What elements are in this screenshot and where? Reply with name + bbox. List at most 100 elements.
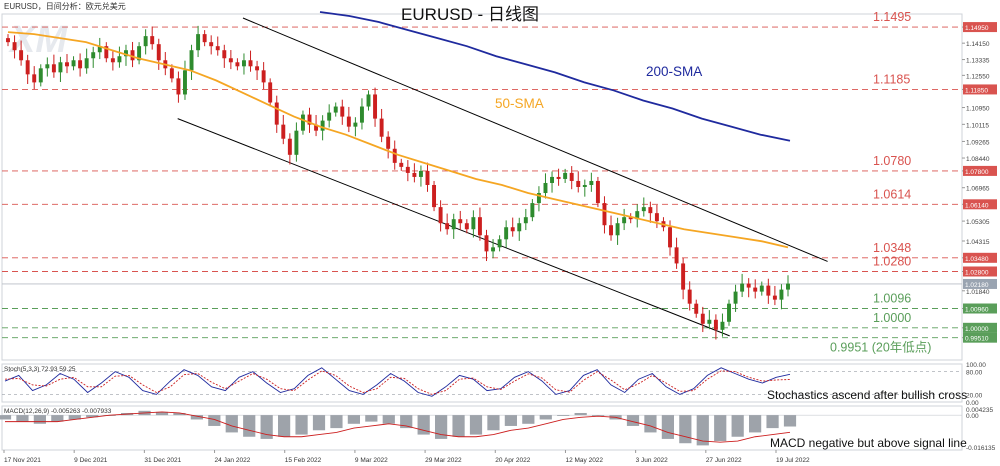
candle-body bbox=[143, 36, 148, 47]
current-price-label: 1.02180 bbox=[965, 282, 989, 289]
level-label: 1.0780 bbox=[873, 154, 911, 168]
macd-bar bbox=[68, 415, 81, 420]
macd-bar bbox=[190, 415, 203, 420]
candle-body bbox=[615, 223, 620, 236]
candle-body bbox=[392, 148, 397, 163]
x-tick-label: 29 Mar 2022 bbox=[425, 457, 462, 464]
candle-body bbox=[169, 68, 174, 79]
candle-body bbox=[294, 130, 299, 155]
candle-body bbox=[248, 60, 253, 67]
candle-body bbox=[491, 247, 496, 252]
candle-body bbox=[58, 62, 63, 73]
candle-body bbox=[550, 176, 554, 183]
candle-body bbox=[595, 180, 600, 204]
macd-bar bbox=[557, 415, 570, 416]
macd-bar bbox=[749, 415, 762, 433]
candle-body bbox=[766, 285, 771, 296]
candle-body bbox=[674, 247, 679, 264]
candle-body bbox=[759, 285, 764, 292]
price-tick-label: 1.00960 bbox=[965, 307, 989, 314]
candle-body bbox=[687, 289, 692, 304]
price-tick-label: 0.99510 bbox=[965, 336, 989, 343]
macd-bar bbox=[626, 415, 640, 426]
x-tick-label: 9 Dec 2021 bbox=[74, 457, 108, 464]
stoch-tick-label: 100.00 bbox=[966, 362, 986, 369]
candle-body bbox=[124, 50, 128, 57]
candle-body bbox=[71, 60, 76, 67]
macd-bar bbox=[644, 415, 657, 433]
candle-body bbox=[425, 170, 430, 185]
price-tick-label: 1.00000 bbox=[965, 326, 989, 333]
x-tick-label: 27 Jun 2022 bbox=[706, 457, 742, 464]
price-tick-label: 1.12550 bbox=[966, 73, 990, 80]
candle-body bbox=[707, 319, 712, 324]
candle-body bbox=[471, 217, 476, 230]
candle-body bbox=[589, 180, 594, 185]
sma50-label: 50-SMA bbox=[495, 96, 544, 111]
macd-bar bbox=[86, 415, 99, 418]
stoch-label: Stoch(5,3,3) 72.93 59.25 bbox=[4, 366, 76, 373]
candle-body bbox=[255, 66, 260, 71]
candle-body bbox=[261, 70, 266, 83]
macd-bar bbox=[173, 412, 186, 416]
macd-bar bbox=[51, 415, 64, 422]
price-tick-label: 1.01840 bbox=[966, 289, 990, 296]
macd-bar bbox=[696, 415, 709, 446]
macd-bar bbox=[487, 415, 500, 431]
sma200-label: 200-SMA bbox=[646, 64, 702, 79]
x-tick-label: 15 Feb 2022 bbox=[285, 457, 322, 464]
macd-tick-label: -0.016135 bbox=[966, 445, 996, 452]
candle-body bbox=[464, 223, 469, 230]
macd-bar bbox=[16, 415, 29, 422]
macd-bar bbox=[243, 415, 256, 437]
main-panel-frame bbox=[1, 13, 963, 361]
candle-body bbox=[346, 116, 351, 127]
macd-bar bbox=[731, 415, 744, 437]
candle-body bbox=[130, 50, 135, 61]
price-tick-label: 1.08440 bbox=[966, 156, 990, 163]
macd-bar bbox=[225, 415, 238, 433]
candle-body bbox=[700, 313, 705, 324]
price-tick-label: 1.14150 bbox=[966, 41, 990, 48]
macd-signal-line bbox=[5, 411, 791, 443]
price-tick-label: 1.14950 bbox=[965, 25, 989, 32]
macd-label: MACD(12,26,9) -0.005263 -0.007933 bbox=[4, 408, 112, 415]
candle-body bbox=[196, 34, 201, 51]
candle-body bbox=[84, 58, 89, 69]
candle-body bbox=[530, 203, 535, 218]
price-level-tag bbox=[963, 322, 997, 333]
candle-body bbox=[445, 223, 450, 230]
candle-body bbox=[641, 207, 646, 212]
price-tick-label: 1.02800 bbox=[965, 269, 989, 276]
candle-body bbox=[517, 223, 522, 232]
candle-body bbox=[287, 138, 292, 155]
candle-body bbox=[510, 227, 515, 232]
level-label: 1.0614 bbox=[873, 187, 911, 201]
candle-body bbox=[353, 122, 358, 127]
level-label: 1.1185 bbox=[873, 72, 910, 86]
candle-body bbox=[563, 172, 568, 179]
candle-body bbox=[779, 289, 784, 300]
candle-body bbox=[209, 42, 214, 47]
sma50-line bbox=[7, 31, 789, 249]
price-level-tag bbox=[963, 252, 997, 263]
price-tick-label: 1.11850 bbox=[965, 87, 988, 94]
candle-body bbox=[359, 106, 364, 123]
candle-body bbox=[733, 291, 738, 304]
macd-bar bbox=[312, 415, 326, 431]
x-tick-label: 20 Apr 2022 bbox=[495, 457, 530, 464]
x-tick-label: 31 Dec 2021 bbox=[144, 457, 181, 464]
candle-body bbox=[654, 213, 659, 222]
candle-body bbox=[32, 74, 37, 83]
candle-body bbox=[582, 184, 587, 187]
price-level-tag bbox=[963, 199, 997, 210]
level-label: 1.0348 bbox=[873, 241, 911, 255]
watermark-text: XM bbox=[8, 19, 68, 61]
candle-body bbox=[720, 321, 725, 330]
macd-bar bbox=[347, 415, 360, 424]
price-level-tag bbox=[963, 266, 997, 277]
macd-bar bbox=[155, 411, 169, 416]
candle-body bbox=[300, 114, 305, 131]
macd-bar bbox=[592, 415, 605, 416]
